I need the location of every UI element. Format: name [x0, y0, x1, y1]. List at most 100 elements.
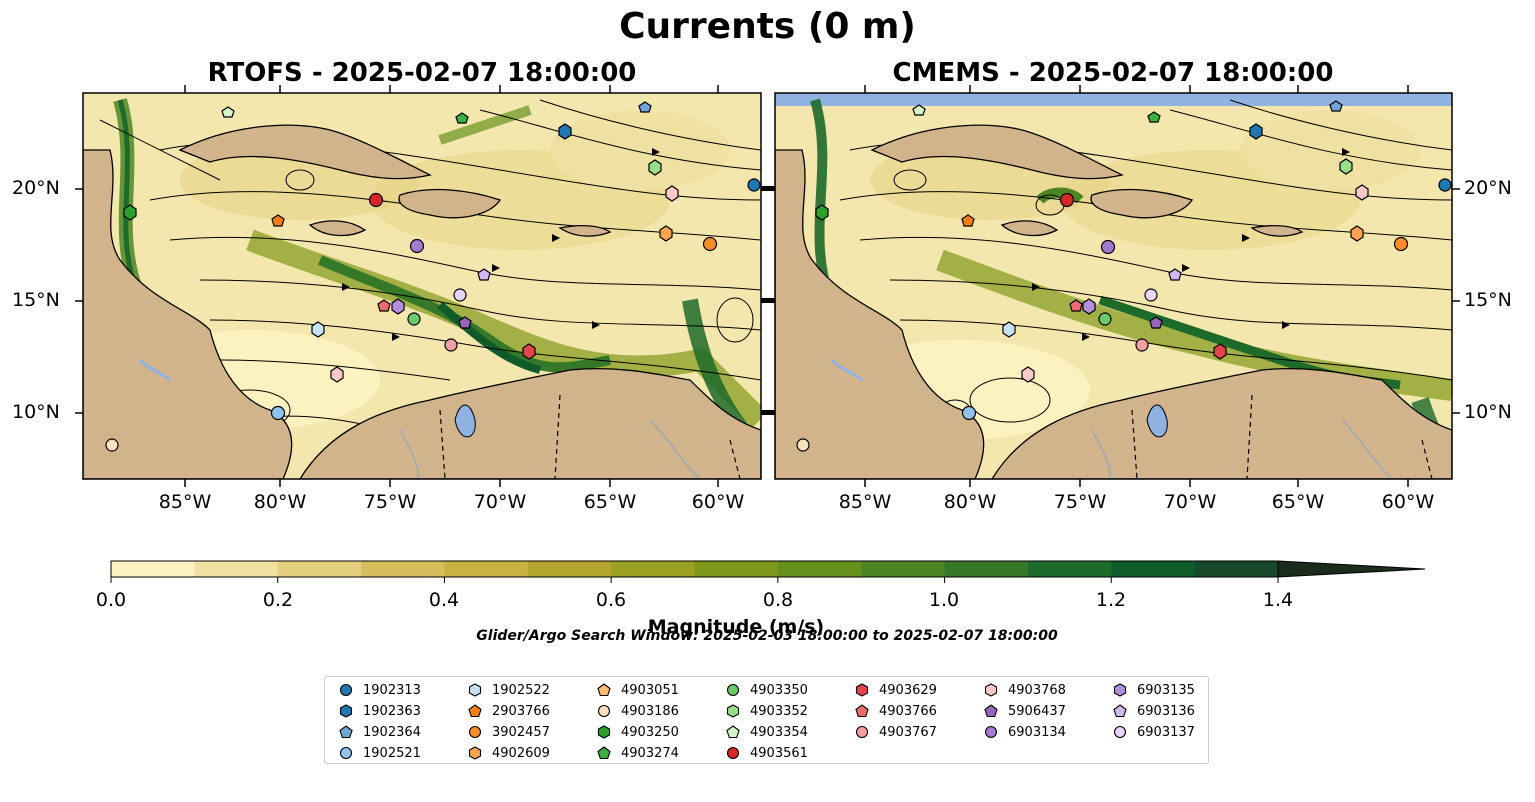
legend-label: 4903767	[879, 724, 937, 740]
colorbar-tick: 0.8	[762, 589, 794, 611]
legend-label: 4903350	[750, 682, 808, 698]
search-window-text: Glider/Argo Search Window: 2025-02-03 18…	[476, 628, 1058, 644]
lat-tick-left: 10°N	[12, 401, 60, 423]
hexagon-marker-icon	[339, 704, 353, 718]
colorbar-label: Magnitude (m/s)	[647, 616, 825, 638]
lat-tick-right: 20°N	[1464, 177, 1512, 199]
colorbar-tick: 1.0	[928, 589, 960, 611]
colorbar-tick: 0.4	[428, 589, 460, 611]
pentagon-marker-icon	[339, 725, 353, 739]
marker-1902521	[270, 405, 286, 421]
lon-tick-right: 65°W	[1271, 491, 1325, 513]
marker-4903767	[444, 338, 458, 352]
marker-6903134	[409, 238, 425, 254]
legend-item: 3902457	[468, 722, 550, 742]
legend-label: 3902457	[492, 724, 550, 740]
legend-label: 4903352	[750, 703, 808, 719]
colorbar-segment	[361, 561, 445, 577]
marker-4903768	[330, 366, 344, 383]
marker-1902313	[747, 178, 761, 192]
hexagon-marker-icon	[855, 683, 869, 697]
circle-marker-icon	[855, 725, 869, 739]
legend-label: 1902364	[363, 724, 421, 740]
legend-label: 4903629	[879, 682, 937, 698]
colorbar-segment	[1194, 561, 1279, 577]
legend-label: 4903766	[879, 703, 937, 719]
legend-item: 4903274	[597, 743, 679, 763]
circle-marker-icon	[726, 746, 740, 760]
colorbar-segment	[444, 561, 529, 577]
pentagon-marker-icon	[726, 725, 740, 739]
marker-4903274	[455, 112, 469, 124]
pentagon-marker-icon	[597, 683, 611, 697]
cmems-map	[775, 93, 1452, 479]
circle-marker-icon	[1113, 725, 1127, 739]
colorbar-tick: 1.4	[1262, 589, 1294, 611]
circle-marker-icon	[726, 683, 740, 697]
legend-item: 4903354	[726, 722, 808, 742]
legend-item: 1902313	[339, 680, 421, 700]
lon-tick-right: 85°W	[838, 491, 892, 513]
legend-label: 4903186	[621, 703, 679, 719]
hexagon-marker-icon	[597, 725, 611, 739]
marker-1902522	[311, 321, 325, 338]
lon-tick-right: 80°W	[943, 491, 997, 513]
pentagon-marker-icon	[468, 704, 482, 718]
colorbar-segment	[694, 561, 779, 577]
legend-item: 4903768	[984, 680, 1066, 700]
colorbar-segment	[861, 561, 946, 577]
legend-item: 4903186	[597, 701, 679, 721]
marker-6903136	[477, 268, 491, 281]
legend-item: 6903134	[984, 722, 1066, 742]
legend-item: 4902609	[468, 743, 550, 763]
legend-item: 1902364	[339, 722, 421, 742]
circle-marker-icon	[339, 683, 353, 697]
lon-tick-left: 80°W	[253, 491, 307, 513]
panel-title-cmems: CMEMS - 2025-02-07 18:00:00	[892, 58, 1334, 88]
marker-4903250	[123, 204, 137, 221]
colorbar-segment	[1111, 561, 1196, 577]
circle-marker-icon	[468, 725, 482, 739]
panel-title-rtofs: RTOFS - 2025-02-07 18:00:00	[207, 58, 637, 88]
marker-4902609	[659, 225, 673, 242]
marker-4903561	[368, 192, 384, 208]
hexagon-marker-icon	[468, 683, 482, 697]
marker-6903137	[453, 288, 467, 302]
legend-item: 4903767	[855, 722, 937, 742]
legend-label: 1902313	[363, 682, 421, 698]
legend-label: 4903274	[621, 745, 679, 761]
legend-label: 6903135	[1137, 682, 1195, 698]
legend-label: 4902609	[492, 745, 550, 761]
lat-tick-left: 15°N	[12, 289, 60, 311]
circle-marker-icon	[597, 704, 611, 718]
legend-item: 4903766	[855, 701, 937, 721]
rtofs-map	[83, 93, 761, 479]
colorbar-segment	[527, 561, 612, 577]
lat-tick-right: 10°N	[1464, 401, 1512, 423]
marker-5906437	[458, 316, 472, 329]
hexagon-marker-icon	[468, 746, 482, 760]
marker-1902364	[638, 101, 652, 113]
legend-label: 6903137	[1137, 724, 1195, 740]
legend-label: 6903136	[1137, 703, 1195, 719]
legend-item: 4903561	[726, 743, 808, 763]
marker-4903768-l	[665, 185, 679, 202]
legend-label: 2903766	[492, 703, 550, 719]
figure-title: Currents (0 m)	[619, 6, 916, 47]
colorbar-segment	[777, 561, 862, 577]
lon-tick-right: 60°W	[1381, 491, 1435, 513]
lon-tick-left: 75°W	[363, 491, 417, 513]
lat-tick-right: 15°N	[1464, 289, 1512, 311]
pentagon-marker-icon	[597, 746, 611, 760]
circle-marker-icon	[984, 725, 998, 739]
legend-item: 4903051	[597, 680, 679, 700]
legend-item: 1902522	[468, 680, 550, 700]
marker-4903186	[105, 438, 119, 452]
colorbar-segment	[944, 561, 1029, 577]
legend-item: 2903766	[468, 701, 550, 721]
legend-item: 1902521	[339, 743, 421, 763]
legend-label: 4903250	[621, 724, 679, 740]
colorbar-tick: 1.2	[1095, 589, 1127, 611]
legend-label: 1902363	[363, 703, 421, 719]
lon-tick-right: 70°W	[1163, 491, 1217, 513]
